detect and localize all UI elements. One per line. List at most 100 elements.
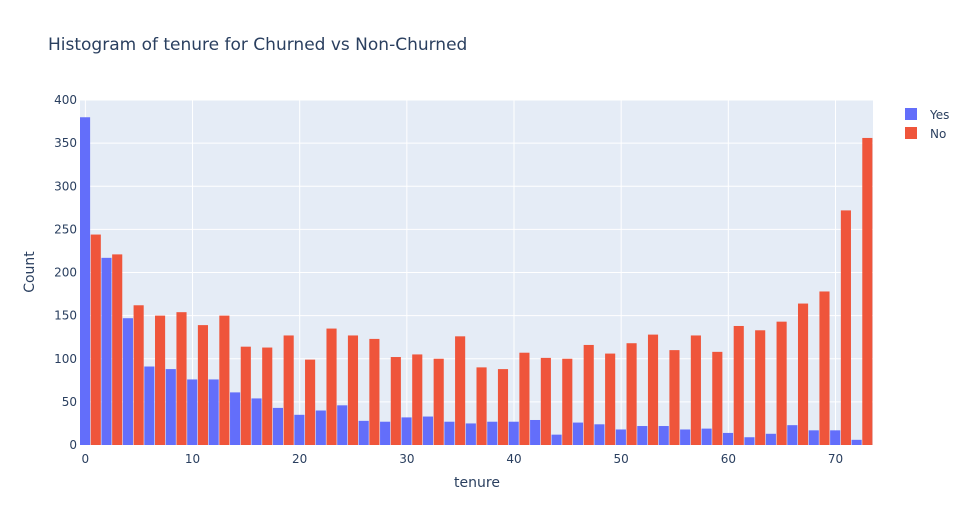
bar-yes-18[interactable] — [465, 423, 476, 445]
bar-yes-6[interactable] — [208, 379, 219, 445]
x-tick-label-40: 40 — [506, 452, 521, 466]
bar-no-8[interactable] — [262, 347, 273, 445]
bar-yes-2[interactable] — [122, 318, 133, 445]
bar-yes-11[interactable] — [315, 410, 326, 446]
bar-no-31[interactable] — [755, 330, 766, 445]
bar-no-19[interactable] — [497, 369, 509, 445]
bar-no-21[interactable] — [540, 357, 551, 445]
bar-yes-1[interactable] — [101, 257, 112, 445]
bar-no-2[interactable] — [133, 305, 144, 445]
bar-yes-36[interactable] — [851, 439, 862, 445]
bar-no-15[interactable] — [412, 354, 423, 445]
bar-yes-24[interactable] — [594, 424, 605, 445]
grid-lines — [80, 99, 873, 445]
bar-yes-31[interactable] — [744, 437, 755, 445]
bar-yes-27[interactable] — [658, 426, 669, 445]
y-tick-label-50: 50 — [62, 395, 77, 409]
y-tick-label-300: 300 — [54, 179, 77, 193]
bar-no-0[interactable] — [90, 234, 101, 445]
bar-no-9[interactable] — [283, 335, 294, 445]
bar-no-10[interactable] — [305, 359, 316, 445]
bar-yes-25[interactable] — [615, 429, 626, 445]
chart-title: Histogram of tenure for Churned vs Non-C… — [48, 35, 467, 55]
legend[interactable]: Yes No — [905, 108, 949, 141]
bar-no-13[interactable] — [369, 338, 380, 445]
bar-yes-13[interactable] — [358, 420, 369, 445]
bar-yes-8[interactable] — [251, 398, 262, 445]
y-axis-title: Count — [22, 251, 38, 293]
bar-yes-26[interactable] — [637, 426, 648, 445]
bar-yes-33[interactable] — [787, 425, 798, 445]
x-tick-label-70: 70 — [828, 452, 843, 466]
bar-no-11[interactable] — [326, 328, 337, 445]
x-tick-label-60: 60 — [721, 452, 736, 466]
bars — [80, 117, 873, 446]
bar-no-25[interactable] — [626, 343, 637, 445]
legend-item-yes[interactable]: Yes — [905, 108, 949, 122]
bar-yes-30[interactable] — [722, 432, 734, 445]
bar-yes-35[interactable] — [830, 430, 841, 445]
bar-no-20[interactable] — [519, 352, 530, 445]
y-tick-label-200: 200 — [54, 266, 77, 280]
bar-yes-21[interactable] — [530, 419, 541, 445]
x-tick-label-0: 0 — [82, 452, 90, 466]
bar-no-24[interactable] — [605, 353, 616, 445]
bar-yes-19[interactable] — [487, 421, 498, 445]
bar-no-1[interactable] — [112, 254, 123, 445]
y-tick-label-400: 400 — [54, 93, 77, 107]
legend-item-no[interactable]: No — [905, 127, 946, 141]
bar-no-33[interactable] — [797, 303, 809, 445]
bar-yes-29[interactable] — [701, 428, 712, 445]
bar-yes-14[interactable] — [380, 421, 391, 445]
bar-no-7[interactable] — [240, 346, 251, 445]
bar-yes-7[interactable] — [230, 392, 241, 445]
bar-no-17[interactable] — [455, 336, 466, 445]
bar-yes-16[interactable] — [422, 416, 434, 445]
bar-no-30[interactable] — [733, 325, 744, 445]
bar-yes-5[interactable] — [187, 379, 198, 445]
bar-yes-20[interactable] — [508, 421, 519, 445]
bar-yes-28[interactable] — [680, 429, 691, 445]
bar-yes-17[interactable] — [444, 421, 455, 445]
bar-no-23[interactable] — [583, 344, 594, 445]
bar-yes-0[interactable] — [80, 117, 91, 445]
bar-yes-32[interactable] — [765, 433, 776, 445]
bar-no-22[interactable] — [562, 358, 573, 445]
bar-yes-12[interactable] — [337, 405, 348, 445]
bar-no-12[interactable] — [347, 335, 359, 445]
bar-no-4[interactable] — [176, 312, 187, 445]
bar-no-18[interactable] — [476, 367, 487, 445]
bar-yes-10[interactable] — [294, 414, 305, 445]
x-axis-ticks: 0 10 20 30 40 50 60 70 — [82, 452, 844, 466]
bar-yes-3[interactable] — [144, 366, 155, 445]
x-tick-label-10: 10 — [185, 452, 200, 466]
bar-no-32[interactable] — [776, 321, 787, 445]
bar-no-14[interactable] — [390, 357, 401, 445]
bar-yes-34[interactable] — [808, 430, 819, 445]
y-tick-label-250: 250 — [54, 222, 77, 236]
bar-no-34[interactable] — [819, 291, 830, 445]
y-tick-label-0: 0 — [69, 438, 77, 452]
bar-yes-15[interactable] — [401, 417, 412, 445]
bar-no-28[interactable] — [690, 335, 701, 445]
y-axis-ticks: 0 50 100 150 200 250 300 350 400 — [54, 93, 77, 452]
bar-yes-23[interactable] — [572, 422, 584, 445]
bar-no-36[interactable] — [862, 137, 873, 445]
bar-yes-4[interactable] — [165, 369, 176, 445]
bar-no-5[interactable] — [197, 325, 208, 445]
x-axis-title: tenure — [454, 475, 500, 491]
bar-no-3[interactable] — [155, 315, 166, 445]
bar-no-6[interactable] — [219, 315, 230, 445]
legend-label-yes: Yes — [929, 108, 949, 122]
legend-label-no: No — [930, 127, 946, 141]
bar-yes-22[interactable] — [551, 434, 562, 445]
bar-no-27[interactable] — [669, 350, 680, 445]
x-tick-label-50: 50 — [614, 452, 629, 466]
bar-no-29[interactable] — [712, 351, 723, 445]
bar-no-16[interactable] — [433, 358, 444, 445]
legend-swatch-no — [905, 127, 917, 139]
bar-yes-9[interactable] — [272, 407, 284, 445]
bar-no-35[interactable] — [840, 210, 851, 445]
bar-no-26[interactable] — [647, 334, 659, 445]
